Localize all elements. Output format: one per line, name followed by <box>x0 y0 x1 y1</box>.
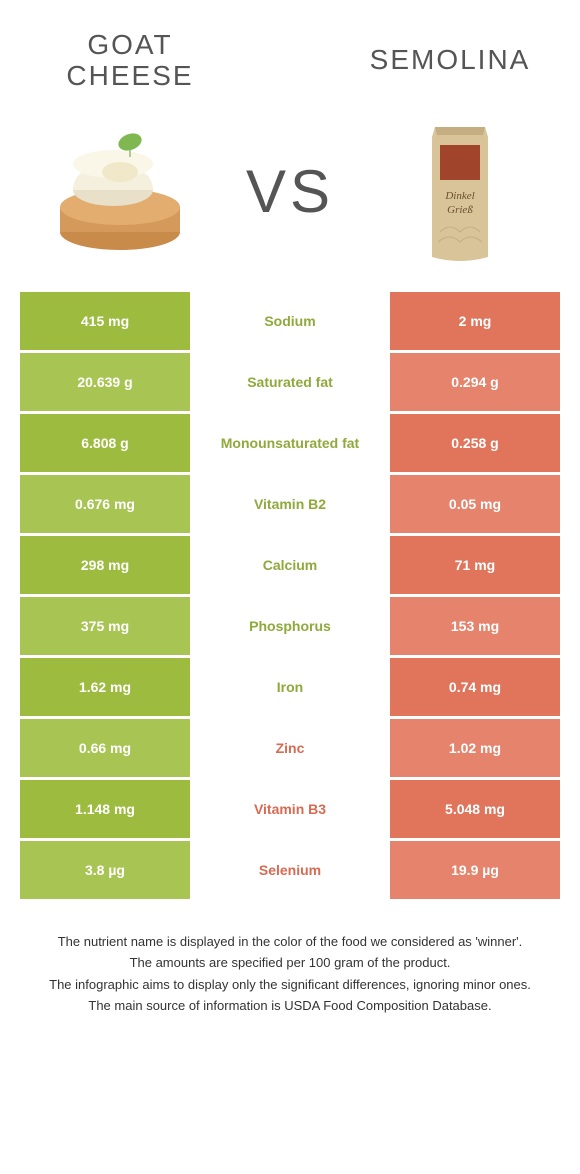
nutrient-label: Iron <box>190 658 390 716</box>
comparison-table: 415 mgSodium2 mg20.639 gSaturated fat0.2… <box>20 292 560 899</box>
footer-line: The main source of information is USDA F… <box>30 996 550 1016</box>
footer-line: The amounts are specified per 100 gram o… <box>30 953 550 973</box>
goat-cheese-image <box>40 112 200 272</box>
left-value: 298 mg <box>20 536 190 594</box>
right-value: 0.258 g <box>390 414 560 472</box>
left-value: 375 mg <box>20 597 190 655</box>
left-value: 0.66 mg <box>20 719 190 777</box>
bag-text-line2: Grieß <box>447 204 473 216</box>
table-row: 3.8 µgSelenium19.9 µg <box>20 841 560 899</box>
left-value: 20.639 g <box>20 353 190 411</box>
table-row: 1.62 mgIron0.74 mg <box>20 658 560 716</box>
left-value: 0.676 mg <box>20 475 190 533</box>
right-food-title: SEMOLINA <box>360 45 540 76</box>
right-value: 153 mg <box>390 597 560 655</box>
vs-label: VS <box>246 157 334 226</box>
footer-line: The nutrient name is displayed in the co… <box>30 932 550 952</box>
right-value: 0.74 mg <box>390 658 560 716</box>
right-value: 19.9 µg <box>390 841 560 899</box>
right-value: 71 mg <box>390 536 560 594</box>
table-row: 0.676 mgVitamin B20.05 mg <box>20 475 560 533</box>
table-row: 298 mgCalcium71 mg <box>20 536 560 594</box>
table-row: 415 mgSodium2 mg <box>20 292 560 350</box>
table-row: 20.639 gSaturated fat0.294 g <box>20 353 560 411</box>
left-value: 1.148 mg <box>20 780 190 838</box>
bag-icon: Dinkel Grieß <box>420 117 500 267</box>
nutrient-label: Phosphorus <box>190 597 390 655</box>
left-food-title: GOAT CHEESE <box>40 30 220 92</box>
images-row: VS Dinkel Grieß <box>0 102 580 292</box>
nutrient-label: Vitamin B3 <box>190 780 390 838</box>
bag-text-line1: Dinkel <box>444 190 474 202</box>
nutrient-label: Saturated fat <box>190 353 390 411</box>
title-word: GOAT <box>87 29 172 60</box>
left-value: 1.62 mg <box>20 658 190 716</box>
right-value: 2 mg <box>390 292 560 350</box>
left-value: 3.8 µg <box>20 841 190 899</box>
nutrient-label: Calcium <box>190 536 390 594</box>
semolina-image: Dinkel Grieß <box>380 112 540 272</box>
table-row: 1.148 mgVitamin B35.048 mg <box>20 780 560 838</box>
table-row: 0.66 mgZinc1.02 mg <box>20 719 560 777</box>
left-value: 6.808 g <box>20 414 190 472</box>
nutrient-label: Vitamin B2 <box>190 475 390 533</box>
right-value: 5.048 mg <box>390 780 560 838</box>
footer-notes: The nutrient name is displayed in the co… <box>0 902 580 1016</box>
footer-line: The infographic aims to display only the… <box>30 975 550 995</box>
nutrient-label: Zinc <box>190 719 390 777</box>
nutrient-label: Monounsaturated fat <box>190 414 390 472</box>
title-word: CHEESE <box>66 60 193 91</box>
table-row: 6.808 gMonounsaturated fat0.258 g <box>20 414 560 472</box>
nutrient-label: Selenium <box>190 841 390 899</box>
cheese-icon <box>45 122 195 262</box>
right-value: 1.02 mg <box>390 719 560 777</box>
header-titles: GOAT CHEESE SEMOLINA <box>0 0 580 102</box>
table-row: 375 mgPhosphorus153 mg <box>20 597 560 655</box>
left-value: 415 mg <box>20 292 190 350</box>
right-value: 0.294 g <box>390 353 560 411</box>
right-value: 0.05 mg <box>390 475 560 533</box>
nutrient-label: Sodium <box>190 292 390 350</box>
